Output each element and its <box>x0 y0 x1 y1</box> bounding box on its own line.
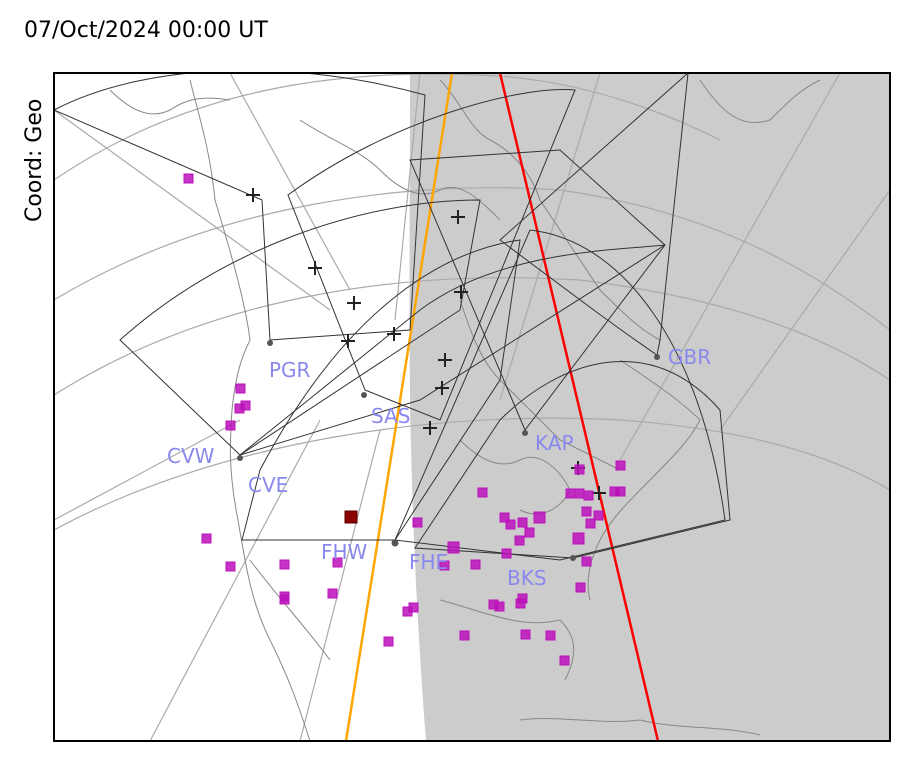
square-marker-icon <box>439 560 450 571</box>
square-marker-icon <box>470 559 481 570</box>
plus-marker-icon <box>435 381 449 395</box>
radar-labels: PGR SAS CVW CVE KAP GBR FHW FHE BKS <box>167 345 711 590</box>
square-marker-icon <box>279 559 290 570</box>
square-marker-icon <box>327 588 338 599</box>
fov-cve <box>239 244 666 456</box>
terminator-line-red <box>498 73 660 741</box>
radar-label-sas: SAS <box>371 404 410 428</box>
square-marker-icon <box>615 486 626 497</box>
plus-marker-icon <box>592 486 606 500</box>
square-marker-icon <box>545 630 556 641</box>
dot-marker-icon <box>391 539 399 547</box>
square-marker-icon <box>477 487 488 498</box>
square-marker-icon <box>572 532 585 545</box>
square-marker-icon <box>514 535 525 546</box>
square-marker-icon <box>201 533 212 544</box>
fov-gbr <box>499 73 689 356</box>
square-marker-icon <box>517 517 528 528</box>
fov-pgr <box>54 73 426 341</box>
plus-marker-icon <box>451 210 465 224</box>
square-marker-icon <box>533 511 546 524</box>
fov-kap <box>409 149 666 431</box>
square-marker-icon <box>412 517 423 528</box>
dot-marker-icon <box>654 354 660 360</box>
square-marker-icon <box>574 488 585 499</box>
square-marker-icon <box>447 541 460 554</box>
square-marker-icon <box>559 655 570 666</box>
square-marker-icon <box>565 488 576 499</box>
square-marker-icon <box>240 400 251 411</box>
plus-marker-icon <box>308 261 322 275</box>
radar-fields-of-view <box>54 73 731 561</box>
plus-marker-icon <box>347 296 361 310</box>
square-marker-icon <box>235 383 246 394</box>
radar-label-fhe: FHE <box>409 550 448 574</box>
map-content: PGR SAS CVW CVE KAP GBR FHW FHE BKS <box>54 73 890 741</box>
square-marker-icon <box>501 548 512 559</box>
dot-marker-icon <box>267 340 273 346</box>
map-frame <box>53 72 891 742</box>
highlight-station-marker <box>344 510 358 524</box>
radar-label-cvw: CVW <box>167 444 215 468</box>
plus-marker-icon <box>438 353 452 367</box>
square-marker-icon <box>517 593 528 604</box>
dot-marker-icon <box>522 430 528 436</box>
plus-marker-icon <box>341 334 355 348</box>
radar-sites <box>237 340 660 561</box>
square-marker-icon <box>279 594 290 605</box>
latitude-grid <box>54 73 890 531</box>
square-marker-icon <box>581 506 592 517</box>
plus-marker-icon <box>387 327 401 341</box>
square-marker-icon <box>575 582 586 593</box>
station-markers <box>183 173 626 666</box>
square-marker-icon <box>574 464 585 475</box>
square-marker-icon <box>332 557 343 568</box>
square-marker-icon <box>593 510 604 521</box>
square-marker-icon <box>520 629 531 640</box>
square-marker-icon <box>581 556 592 567</box>
dot-marker-icon <box>237 455 243 461</box>
square-marker-icon <box>499 512 510 523</box>
longitude-grid <box>54 73 890 741</box>
fov-cvw <box>119 199 481 456</box>
fov-bks <box>414 361 731 559</box>
radar-label-bks: BKS <box>507 566 547 590</box>
square-marker-icon <box>615 460 626 471</box>
coastlines <box>109 79 821 741</box>
fov-fhe <box>394 229 726 561</box>
square-marker-icon <box>183 173 194 184</box>
square-marker-icon <box>494 601 505 612</box>
square-marker-icon <box>583 490 594 501</box>
timestamp-title: 07/Oct/2024 00:00 UT <box>24 18 268 43</box>
plus-marker-icon <box>246 188 260 202</box>
dot-marker-icon <box>570 555 576 561</box>
square-marker-icon <box>225 420 236 431</box>
radar-label-gbr: GBR <box>668 345 711 369</box>
radar-label-cve: CVE <box>248 473 288 497</box>
plus-marker-icon <box>423 421 437 435</box>
radar-label-kap: KAP <box>535 431 574 455</box>
plus-marker-icon <box>454 285 468 299</box>
square-marker-icon <box>585 518 596 529</box>
radar-label-pgr: PGR <box>269 358 311 382</box>
fov-sas <box>287 89 576 421</box>
square-marker-icon <box>225 561 236 572</box>
radar-label-fhw: FHW <box>321 540 368 564</box>
terminator-line-orange <box>344 73 454 741</box>
square-marker-icon <box>505 519 516 530</box>
square-marker-icon <box>524 527 535 538</box>
dot-marker-icon <box>361 392 367 398</box>
square-marker-icon <box>459 630 470 641</box>
fov-fhw <box>241 239 521 541</box>
square-marker-icon <box>408 602 419 613</box>
square-marker-icon <box>383 636 394 647</box>
